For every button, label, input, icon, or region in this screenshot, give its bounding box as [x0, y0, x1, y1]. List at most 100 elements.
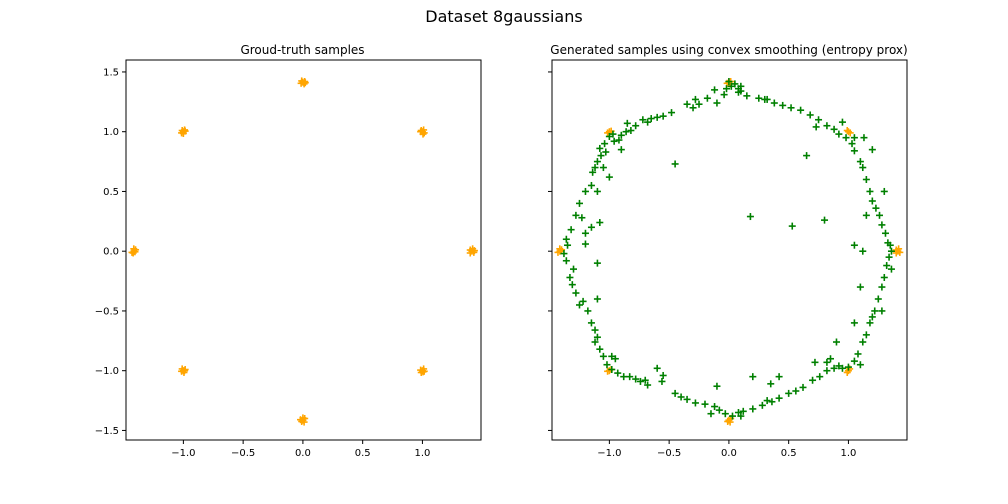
left-x-ticks: −1.0 −0.5 0.0 0.5 1.0	[171, 440, 430, 459]
right-series-1-point	[596, 219, 604, 227]
left-series-0-point	[470, 247, 478, 255]
right-series-1-point	[599, 164, 607, 172]
right-series-1-point	[816, 373, 824, 381]
right-series-1-point	[871, 307, 879, 315]
right-series-1-point	[763, 397, 771, 405]
right-series-1-point	[605, 173, 613, 181]
right-series-1-point	[812, 123, 820, 131]
right-series-1-point	[626, 373, 634, 381]
right-series-0-point	[895, 245, 903, 253]
right-series-1-point	[593, 158, 601, 166]
right-series-1-point	[575, 199, 583, 207]
right-series-1-point	[564, 241, 572, 249]
right-series-1-point	[659, 112, 667, 120]
right-series-1-point	[866, 319, 874, 327]
right-series-1-point	[749, 373, 757, 381]
right-series-1-point	[797, 106, 805, 114]
right-series-1-point	[862, 175, 870, 183]
right-series-1-point	[691, 399, 699, 407]
right-series-1-point	[887, 247, 895, 255]
right-series-1-point	[601, 140, 609, 148]
right-scatter-points	[554, 78, 904, 426]
right-series-0-point	[556, 245, 564, 253]
left-y-ticks: −1.5 −1.0 −0.5 0.0 0.5 1.0 1.5	[95, 67, 126, 437]
left-series-0-point	[417, 366, 425, 374]
right-series-1-point	[886, 241, 894, 249]
right-series-1-point	[727, 82, 735, 90]
right-series-1-point	[581, 229, 589, 237]
right-series-1-point	[874, 295, 882, 303]
right-series-1-point	[593, 259, 601, 267]
right-series-1-point	[575, 301, 583, 309]
right-series-1-point	[859, 247, 867, 255]
left-ytick-label: 0.0	[103, 247, 119, 258]
right-series-1-point	[599, 352, 607, 360]
right-series-1-point	[579, 297, 587, 305]
right-series-1-point	[620, 373, 628, 381]
right-series-1-point	[632, 375, 640, 383]
left-series-0-point	[420, 367, 428, 375]
right-series-1-point	[850, 147, 858, 155]
right-series-1-point	[731, 80, 739, 88]
right-series-1-point	[596, 345, 604, 353]
right-series-1-point	[838, 118, 846, 126]
right-series-1-point	[609, 130, 617, 138]
right-series-1-point	[639, 116, 647, 124]
right-series-1-point	[605, 132, 613, 140]
right-series-1-point	[809, 376, 817, 384]
right-series-1-point	[838, 364, 846, 372]
right-series-1-point	[885, 253, 893, 261]
figure-title: Dataset 8gaussians	[425, 7, 582, 26]
right-series-1-point	[862, 331, 870, 339]
right-series-1-point	[815, 116, 823, 124]
right-series-1-point	[691, 95, 699, 103]
right-series-1-point	[593, 187, 601, 195]
left-axes-title: Groud-truth samples	[240, 43, 364, 57]
right-series-0-point	[554, 248, 562, 256]
left-series-0-point	[300, 418, 308, 426]
right-series-1-point	[827, 355, 835, 363]
right-series-1-point	[868, 313, 876, 321]
right-series-1-point	[856, 283, 864, 291]
right-series-1-point	[739, 407, 747, 415]
left-ytick-label: −0.5	[95, 306, 119, 317]
right-series-1-point	[880, 273, 888, 281]
right-series-1-point	[677, 393, 685, 401]
right-series-1-point	[587, 319, 595, 327]
right-series-1-point	[887, 265, 895, 273]
right-series-1-point	[803, 152, 811, 160]
right-series-1-point	[568, 281, 576, 289]
right-series-1-point	[830, 125, 838, 133]
right-series-1-point	[611, 355, 619, 363]
right-series-1-point	[866, 187, 874, 195]
right-series-1-point	[859, 338, 867, 346]
left-xtick-label: −0.5	[231, 448, 255, 459]
right-series-1-point	[859, 164, 867, 172]
right-series-0-point	[892, 249, 900, 257]
right-xtick-label: −0.5	[657, 448, 681, 459]
right-y-ticks	[548, 71, 552, 431]
right-series-1-point	[761, 95, 769, 103]
right-series-1-point	[713, 382, 721, 390]
right-series-1-point	[610, 137, 618, 145]
right-series-1-point	[868, 146, 876, 154]
right-series-1-point	[881, 229, 889, 237]
right-series-1-point	[593, 333, 601, 341]
right-series-1-point	[792, 387, 800, 395]
right-series-1-point	[848, 140, 856, 148]
right-series-1-point	[683, 395, 691, 403]
right-series-1-point	[758, 401, 766, 409]
right-series-1-point	[567, 226, 575, 234]
right-series-1-point	[641, 376, 649, 384]
right-series-1-point	[689, 104, 697, 112]
right-series-1-point	[830, 364, 838, 372]
right-series-1-point	[806, 111, 814, 119]
left-ytick-label: 0.5	[103, 187, 119, 198]
right-series-1-point	[578, 214, 586, 222]
right-series-1-point	[743, 92, 751, 100]
left-scatter-points	[128, 77, 478, 426]
right-series-1-point	[566, 273, 574, 281]
right-series-1-point	[811, 358, 819, 366]
right-series-1-point	[737, 412, 745, 420]
left-ytick-label: 1.5	[103, 67, 119, 78]
